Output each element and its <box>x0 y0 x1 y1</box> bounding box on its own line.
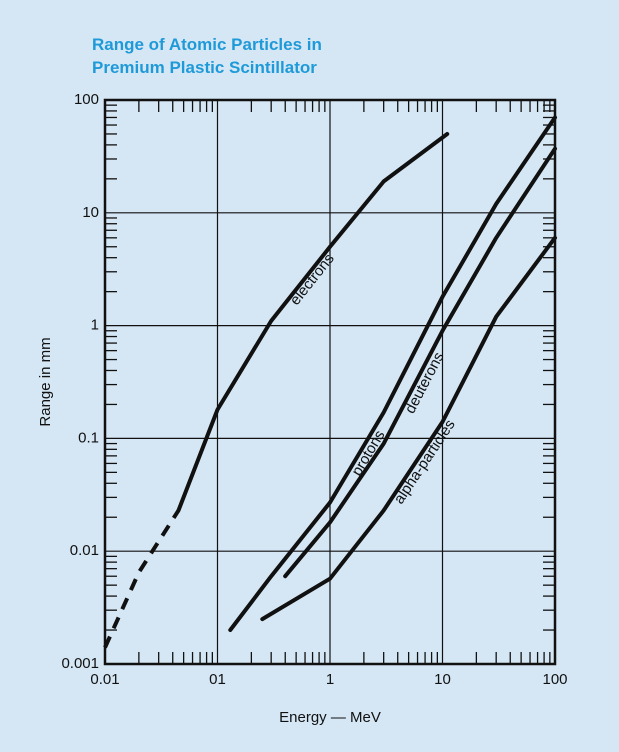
y-tick-label: 10 <box>82 204 99 221</box>
y-axis-label: Range in mm <box>37 337 54 426</box>
x-tick-label: 1 <box>326 671 334 688</box>
y-tick-label: 0.1 <box>78 429 99 446</box>
plot-frame <box>103 98 557 666</box>
series-line <box>103 509 181 649</box>
chart-title: Range of Atomic Particles in <box>92 35 322 54</box>
x-tick-label: 0.01 <box>90 671 119 688</box>
x-axis-label: Energy — MeV <box>279 709 381 726</box>
series-line <box>260 235 557 622</box>
x-tick-label: 01 <box>209 671 226 688</box>
chart-title: Premium Plastic Scintillator <box>92 58 317 77</box>
x-tick-label: 100 <box>542 671 567 688</box>
y-tick-label: 0.001 <box>61 655 99 672</box>
y-tick-label: 1 <box>91 317 99 334</box>
series-line <box>176 132 450 513</box>
x-tick-label: 10 <box>434 671 451 688</box>
y-tick-label: 0.01 <box>70 542 99 559</box>
series-line <box>283 146 557 579</box>
series-line <box>228 115 557 632</box>
y-tick-label: 100 <box>74 91 99 108</box>
